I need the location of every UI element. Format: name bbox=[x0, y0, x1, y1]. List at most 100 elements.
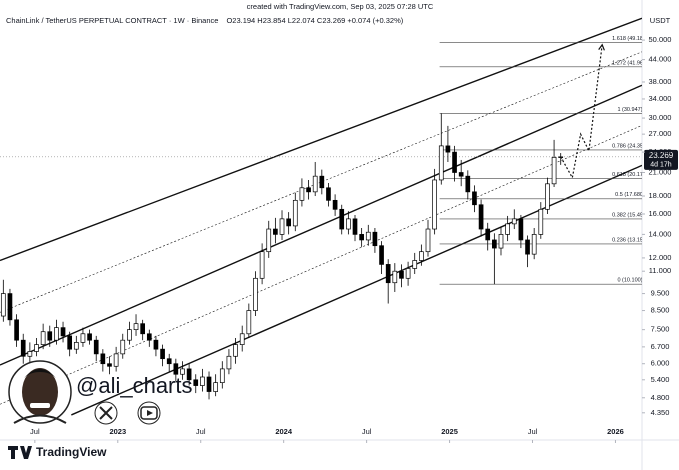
y-tick-label: 18.000 bbox=[649, 191, 672, 200]
candle-body bbox=[107, 363, 112, 367]
candle-body bbox=[319, 175, 325, 189]
candle-body bbox=[379, 245, 384, 265]
candle-body bbox=[292, 199, 298, 227]
fib-label: 0.5 (17.680) bbox=[615, 192, 645, 198]
candle-body bbox=[306, 187, 311, 193]
avatar-smile bbox=[30, 403, 50, 408]
candle-body bbox=[233, 344, 238, 357]
candle-body bbox=[432, 179, 437, 230]
candle-body bbox=[438, 145, 444, 181]
candle-body bbox=[419, 251, 424, 261]
x-tick-label: 2024 bbox=[275, 427, 293, 436]
created-with: created with TradingView.com, Sep 03, 20… bbox=[247, 2, 434, 11]
ohlc-readout: O23.194 H23.854 L22.074 C23.269 +0.074 (… bbox=[226, 16, 403, 25]
channel-line bbox=[0, 125, 642, 405]
price-badge-countdown: 4d 17h bbox=[650, 162, 672, 169]
avatar-shirt bbox=[13, 414, 67, 424]
candle-body bbox=[160, 348, 165, 360]
candle-body bbox=[80, 333, 86, 343]
candle-body bbox=[505, 223, 510, 235]
y-tick-label: 44.000 bbox=[649, 55, 672, 64]
y-tick-label: 30.000 bbox=[649, 113, 672, 122]
candle-body bbox=[127, 329, 132, 341]
y-tick-label: 14.000 bbox=[649, 229, 672, 238]
youtube-glyph bbox=[140, 406, 158, 420]
candle-body bbox=[525, 239, 530, 255]
fib-label: 1.618 (49.184) bbox=[612, 36, 648, 42]
price-badge-box bbox=[644, 149, 678, 170]
candle-body bbox=[67, 335, 73, 350]
x-tick-label: Jul bbox=[196, 427, 206, 436]
candle-body bbox=[312, 175, 318, 193]
candle-body bbox=[445, 145, 451, 153]
candle-body bbox=[458, 172, 464, 177]
y-tick-label: 6.700 bbox=[651, 342, 670, 351]
candle-body bbox=[372, 231, 378, 247]
candle-body bbox=[87, 333, 92, 341]
price-badge-value: 23.269 bbox=[649, 151, 674, 160]
candle-body bbox=[246, 310, 252, 335]
y-tick-label: 7.500 bbox=[651, 325, 670, 334]
youtube-play bbox=[147, 410, 153, 416]
candle-body bbox=[332, 199, 338, 210]
price-badge: 23.269 4d 17h bbox=[644, 149, 678, 170]
fib-label: 0.382 (15.491) bbox=[612, 212, 648, 218]
x-tick-label: Jul bbox=[362, 427, 372, 436]
candle-body bbox=[166, 358, 172, 365]
y-tick-label: 4.350 bbox=[651, 408, 670, 417]
candle-body bbox=[492, 239, 497, 249]
currency: USDT bbox=[650, 16, 671, 25]
candle-body bbox=[7, 293, 13, 321]
channel-line bbox=[0, 84, 642, 366]
candle-body bbox=[60, 327, 66, 337]
candle-body bbox=[100, 353, 106, 365]
candle-body bbox=[279, 218, 285, 235]
candle-body bbox=[352, 218, 358, 235]
projection-path bbox=[560, 44, 603, 180]
y-tick-label: 34.000 bbox=[649, 94, 672, 103]
candle-body bbox=[266, 228, 272, 253]
y-tick-label: 21.000 bbox=[649, 167, 672, 176]
candle-body bbox=[551, 156, 557, 185]
candle-body bbox=[545, 183, 550, 210]
candle-body bbox=[485, 228, 491, 241]
candle-body bbox=[425, 228, 431, 253]
candle-body bbox=[472, 191, 477, 206]
fib-label: 0.618 (20.177) bbox=[612, 172, 648, 178]
candle-body bbox=[180, 368, 185, 375]
brand: TradingView bbox=[8, 445, 107, 459]
chart-title: ChainLink / TetherUS PERPETUAL CONTRACT … bbox=[6, 16, 218, 25]
candle-body bbox=[518, 218, 524, 241]
candle-body bbox=[478, 204, 484, 230]
candle-body bbox=[173, 363, 179, 375]
candle-body bbox=[27, 351, 33, 357]
candle-body bbox=[498, 234, 504, 249]
candle-body bbox=[226, 355, 232, 370]
y-tick-label: 4.800 bbox=[651, 393, 670, 402]
y-tick-label: 9.500 bbox=[651, 289, 670, 298]
candle-body bbox=[286, 218, 291, 227]
fib-label: 0.236 (13.155) bbox=[612, 237, 648, 243]
candle-body bbox=[511, 218, 517, 225]
candle-body bbox=[146, 333, 152, 341]
brand-name: TradingView bbox=[36, 445, 107, 459]
candle-body bbox=[200, 376, 205, 386]
fib-label: 0 (10.100) bbox=[617, 278, 642, 284]
author-handle: @ali_charts bbox=[76, 373, 193, 398]
candle-body bbox=[219, 368, 225, 384]
y-tick-label: 27.000 bbox=[649, 129, 672, 138]
fib-label: 1 (30.947) bbox=[617, 107, 642, 113]
channel-line bbox=[0, 51, 642, 313]
author-badge: @ali_charts bbox=[8, 360, 193, 425]
y-tick-label: 8.500 bbox=[651, 306, 670, 315]
y-tick-label: 11.000 bbox=[649, 266, 671, 275]
fib-label: 1.272 (41.965) bbox=[612, 60, 648, 66]
x-glyph bbox=[99, 406, 113, 420]
candle-body bbox=[206, 376, 212, 392]
y-tick-label: 16.000 bbox=[649, 209, 672, 218]
candle-body bbox=[253, 277, 258, 311]
projection-arrowhead bbox=[598, 43, 605, 51]
y-tick-label: 6.000 bbox=[651, 359, 670, 368]
candle-body bbox=[299, 187, 305, 201]
